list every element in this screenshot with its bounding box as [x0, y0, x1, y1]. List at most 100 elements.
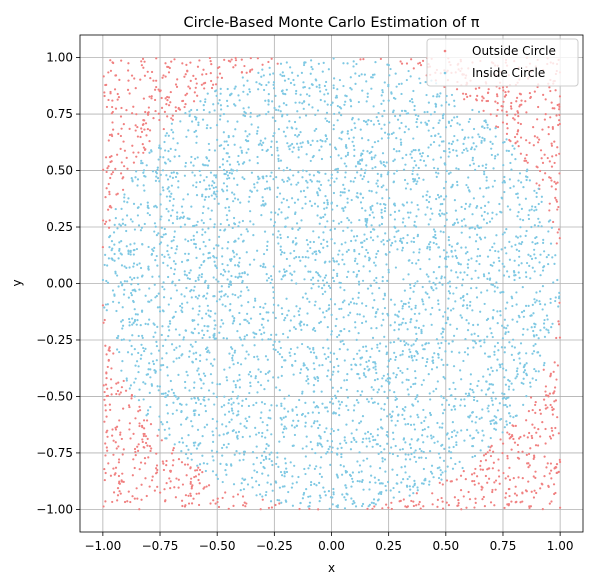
outside-point	[145, 494, 148, 498]
inside-point	[347, 314, 350, 317]
inside-point	[447, 121, 451, 124]
inside-point	[443, 408, 446, 411]
inside-point	[374, 481, 377, 484]
inside-point	[511, 304, 514, 308]
outside-point	[188, 87, 192, 90]
inside-point	[343, 439, 346, 442]
inside-point	[314, 113, 317, 117]
inside-point	[420, 121, 423, 124]
inside-point	[491, 142, 494, 146]
outside-point	[142, 66, 145, 69]
inside-point	[554, 296, 557, 299]
outside-point	[106, 387, 109, 390]
inside-point	[135, 323, 138, 326]
inside-point	[450, 451, 453, 454]
outside-point	[189, 480, 192, 484]
outside-point	[507, 90, 510, 93]
inside-point	[336, 272, 339, 275]
inside-point	[168, 199, 171, 202]
inside-point	[241, 281, 244, 284]
inside-point	[547, 329, 550, 332]
inside-point	[402, 236, 405, 240]
inside-point	[188, 110, 191, 113]
inside-point	[515, 375, 518, 378]
inside-point	[518, 276, 521, 279]
inside-point	[302, 81, 305, 84]
inside-point	[272, 265, 275, 268]
inside-point	[106, 264, 109, 267]
inside-point	[385, 379, 388, 382]
inside-point	[138, 262, 141, 265]
outside-point	[111, 61, 114, 64]
inside-point	[341, 339, 344, 342]
inside-point	[266, 429, 269, 432]
inside-point	[370, 397, 373, 400]
inside-point	[361, 158, 364, 161]
inside-point	[542, 241, 545, 244]
inside-point	[215, 94, 218, 97]
inside-point	[256, 391, 259, 394]
outside-point	[540, 157, 543, 160]
outside-point	[109, 69, 113, 72]
outside-point	[155, 85, 158, 89]
inside-point	[182, 198, 185, 201]
inside-point	[366, 251, 370, 254]
inside-point	[374, 166, 377, 169]
inside-point	[334, 412, 337, 415]
inside-point	[226, 152, 229, 155]
outside-point	[144, 110, 147, 114]
inside-point	[332, 412, 335, 415]
inside-point	[371, 306, 375, 309]
outside-point	[167, 71, 171, 74]
outside-point	[216, 497, 219, 500]
inside-point	[312, 422, 316, 425]
inside-point	[287, 490, 290, 494]
inside-point	[374, 61, 377, 64]
inside-point	[443, 224, 446, 228]
inside-point	[283, 485, 286, 488]
outside-point	[198, 482, 201, 485]
inside-point	[467, 189, 471, 192]
inside-point	[332, 268, 335, 272]
inside-point	[279, 159, 283, 162]
inside-point	[293, 249, 296, 253]
inside-point	[232, 320, 235, 323]
outside-point	[544, 427, 547, 431]
inside-point	[535, 299, 538, 302]
outside-point	[521, 477, 524, 480]
inside-point	[148, 287, 151, 290]
inside-point	[446, 316, 449, 319]
inside-point	[302, 493, 305, 496]
inside-point	[407, 301, 410, 304]
outside-point	[118, 480, 121, 483]
inside-point	[356, 262, 359, 265]
outside-point	[502, 471, 505, 475]
inside-point	[257, 143, 260, 146]
inside-point	[374, 154, 377, 157]
inside-point	[427, 243, 431, 246]
inside-point	[157, 232, 160, 235]
inside-point	[409, 458, 412, 461]
inside-point	[365, 225, 368, 228]
inside-point	[326, 220, 329, 223]
inside-point	[316, 379, 320, 382]
inside-point	[310, 83, 313, 86]
inside-point	[342, 229, 345, 232]
inside-point	[339, 442, 342, 445]
inside-point	[466, 186, 470, 189]
inside-point	[263, 331, 266, 334]
inside-point	[444, 339, 447, 343]
inside-point	[482, 375, 485, 378]
inside-point	[507, 149, 510, 153]
inside-point	[248, 435, 252, 438]
inside-point	[316, 192, 319, 195]
inside-point	[257, 381, 260, 384]
inside-point	[405, 201, 409, 204]
inside-point	[335, 94, 338, 97]
inside-point	[210, 449, 214, 452]
inside-point	[460, 398, 463, 401]
inside-point	[134, 377, 137, 380]
outside-point	[117, 96, 121, 99]
inside-point	[481, 429, 484, 432]
inside-point	[342, 84, 345, 88]
